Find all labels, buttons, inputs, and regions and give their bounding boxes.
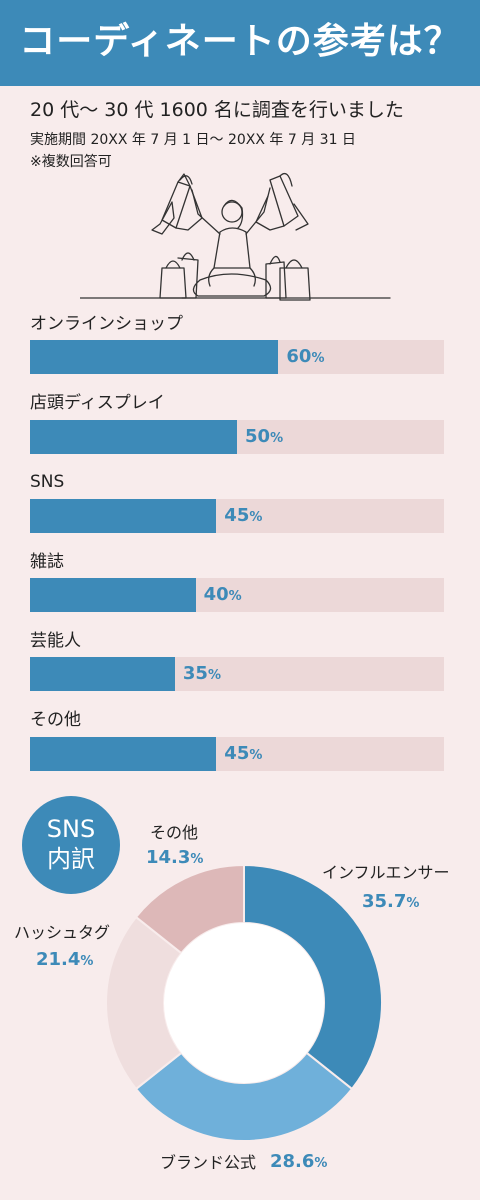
bar-track: 45% [30, 737, 444, 771]
bar-track: 35% [30, 657, 444, 691]
bar-label: SNS [30, 472, 65, 492]
bar [30, 420, 237, 454]
bar-track: 40% [30, 578, 444, 612]
bar-value-label: 45% [224, 505, 263, 526]
slice-label: その他 [150, 823, 199, 842]
slice-label: ハッシュタグ [14, 923, 111, 942]
bar-label: 店頭ディスプレイ [30, 393, 165, 413]
slice-value-label: 21.4% [36, 949, 94, 970]
slice-label: インフルエンサー [322, 863, 450, 882]
bar-value-label: 35% [182, 663, 221, 684]
slice-value-label: 35.7% [362, 891, 420, 912]
bar-value-label: 60% [286, 346, 325, 367]
survey-note: ※複数回答可 [30, 154, 112, 170]
bar-label: オンラインショップ [30, 314, 183, 334]
bar-label: その他 [30, 710, 81, 730]
bar [30, 737, 217, 771]
header-banner: コーディネートの参考は？ [0, 0, 480, 86]
bar-track: 50% [30, 420, 444, 454]
bar-label: 雑誌 [30, 552, 64, 572]
survey-period: 実施期間 20XX 年 7 月 1 日〜 20XX 年 7 月 31 日 [30, 132, 356, 148]
slice-value-label: 14.3% [146, 847, 204, 868]
slice-value-label: 28.6% [270, 1151, 328, 1172]
bar-value-label: 45% [224, 743, 263, 764]
bar [30, 657, 175, 691]
bar-track: 45% [30, 499, 444, 533]
donut-hole [164, 923, 324, 1083]
page-title: コーディネートの参考は？ [19, 21, 461, 62]
sns-breakdown-badge: SNS 内訳 [22, 796, 120, 894]
bar-label: 芸能人 [30, 631, 81, 651]
bar-value-label: 40% [203, 584, 242, 605]
badge-line-2: 内訳 [47, 845, 95, 873]
bar [30, 499, 217, 533]
slice-label: ブランド公式 [160, 1153, 257, 1172]
badge-line-1: SNS [46, 815, 96, 843]
survey-subtitle: 20 代〜 30 代 1600 名に調査を行いました [30, 99, 404, 121]
bar-value-label: 50% [245, 426, 284, 447]
bar-track: 60% [30, 340, 444, 374]
bar [30, 340, 279, 374]
bar [30, 578, 196, 612]
shopping-woman-illustration [80, 172, 391, 301]
